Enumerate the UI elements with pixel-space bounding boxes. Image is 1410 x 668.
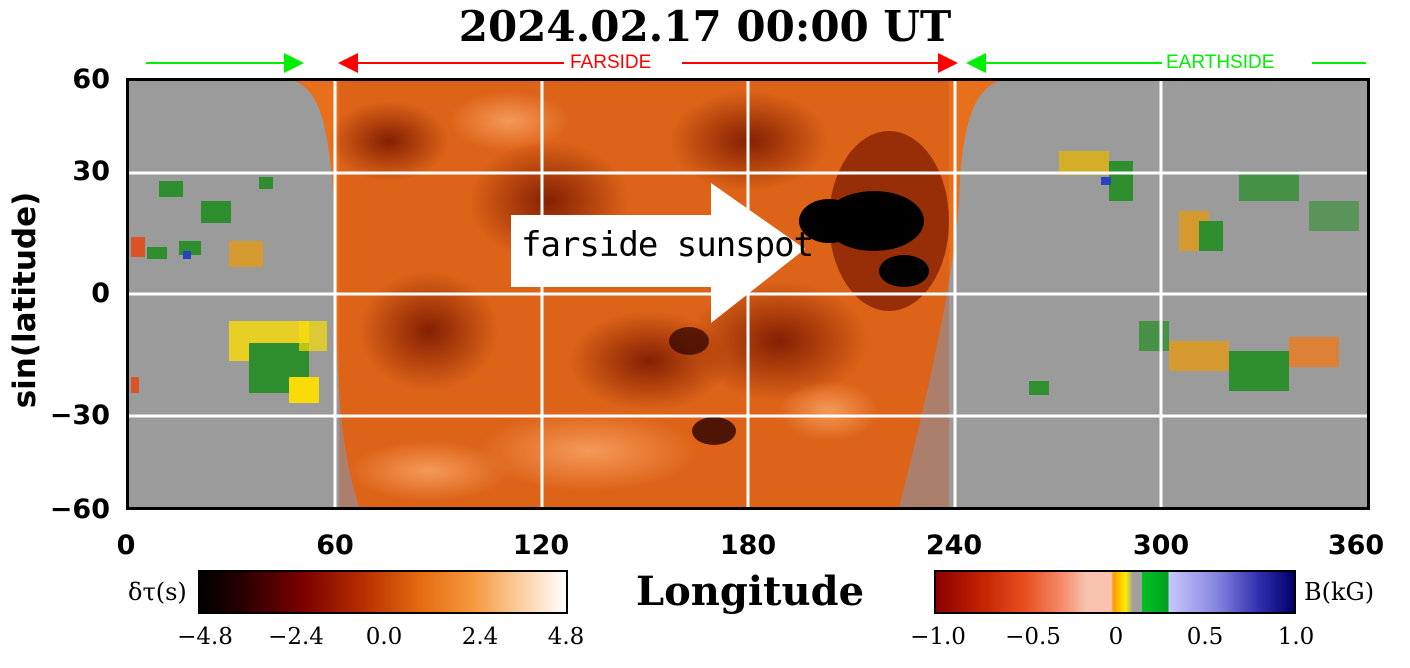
grid <box>129 81 1367 507</box>
farside-label: FARSIDE <box>570 52 652 73</box>
x-tick: 360 <box>1327 530 1385 561</box>
farside-colorbar-tick: −2.4 <box>268 624 324 650</box>
map-canvas <box>129 81 1367 507</box>
farside-sunspot-arrow <box>511 183 805 323</box>
chart-title: 2024.02.17 00:00 UT <box>458 2 952 51</box>
magnetic-colorbar-tick: 0 <box>1108 624 1124 650</box>
x-tick: 240 <box>925 530 983 561</box>
farside-colorbar-tick: 4.8 <box>547 624 585 650</box>
y-tick: −30 <box>49 400 110 431</box>
magnetic-colorbar <box>934 570 1296 614</box>
magnetic-colorbar-tick: 0.5 <box>1186 624 1224 650</box>
magnetic-colorbar-tick: 1.0 <box>1277 624 1315 650</box>
region-arrows <box>146 53 1366 73</box>
farside-colorbar-tick: −4.8 <box>177 624 233 650</box>
y-tick: 60 <box>72 64 110 95</box>
y-tick: 0 <box>91 278 110 309</box>
x-tick: 300 <box>1132 530 1190 561</box>
farside-sunspot-label: farside sunspot <box>521 225 814 265</box>
farside-colorbar-tick: 0.0 <box>365 624 403 650</box>
magnetic-colorbar-tick: −0.5 <box>1005 624 1061 650</box>
synoptic-map: farside sunspot <box>126 78 1370 510</box>
farside-colorbar <box>198 570 568 614</box>
farside-colorbar-label: δτ(s) <box>128 578 187 606</box>
x-tick: 180 <box>719 530 777 561</box>
earthside-label: EARTHSIDE <box>1166 52 1275 73</box>
magnetic-colorbar-tick: −1.0 <box>910 624 966 650</box>
y-tick: 30 <box>72 156 110 187</box>
magnetic-colorbar-label: B(kG) <box>1304 578 1375 606</box>
magnetogram-left <box>131 177 327 403</box>
x-axis-label: Longitude <box>635 568 865 615</box>
x-tick: 60 <box>316 530 354 561</box>
x-tick: 0 <box>116 530 136 561</box>
magnetogram-right <box>1029 151 1359 395</box>
x-tick: 120 <box>512 530 570 561</box>
y-tick: −60 <box>49 494 110 525</box>
y-axis-label: sin(latitude) <box>7 191 43 409</box>
farside-colorbar-tick: 2.4 <box>461 624 499 650</box>
